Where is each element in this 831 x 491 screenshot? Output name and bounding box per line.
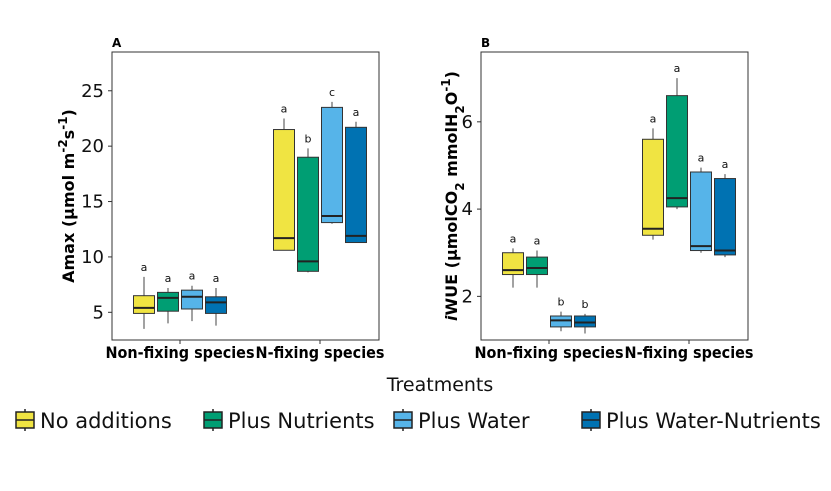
box-plus-water: c: [321, 86, 343, 224]
significance-letter: a: [189, 270, 196, 283]
significance-letter: b: [582, 298, 589, 311]
x-axis-title: Treatments: [386, 374, 494, 396]
panel-b-group-0: Non-fixing species: [474, 343, 623, 362]
box-plus-water-nutrients: a: [714, 158, 736, 258]
significance-letter: a: [534, 235, 541, 248]
legend-label: Plus Water-Nutrients: [606, 409, 821, 433]
box-plus-nutrients: b: [297, 132, 319, 273]
box-plus-water: a: [690, 152, 712, 253]
box-plus-water-nutrients: a: [205, 272, 227, 326]
panel-a-frame: [111, 51, 380, 341]
significance-letter: c: [329, 86, 335, 99]
box-plus-water-nutrients: b: [574, 298, 596, 334]
significance-letter: b: [558, 296, 565, 309]
significance-letter: a: [650, 112, 657, 125]
panel-a: A Amax (µmol m-2s-1) 5 10 15 20 25 a a a a a b ca …: [56, 36, 384, 362]
panel-a-label: A: [112, 36, 122, 50]
y-tick-label: 6: [462, 112, 473, 133]
box-no-additions: a: [133, 261, 155, 329]
y-tick-label: 15: [81, 192, 104, 213]
y-tick-label: 5: [93, 302, 104, 323]
significance-letter: a: [674, 62, 681, 75]
significance-letter: a: [353, 106, 360, 119]
box-no-additions: a: [642, 112, 664, 240]
panel-a-ylabel: Amax (µmol m-2s-1): [56, 109, 78, 283]
y-tick-label: 2: [462, 286, 473, 307]
y-tick-label: 20: [81, 136, 104, 157]
y-tick-label: 10: [81, 247, 104, 268]
significance-letter: a: [165, 272, 172, 285]
panel-b-label: B: [481, 36, 490, 50]
svg-text:Amax (µmol m-2s-1): Amax (µmol m-2s-1): [56, 109, 78, 283]
panel-a-group-0: Non-fixing species: [105, 343, 254, 362]
legend-label: Plus Nutrients: [228, 409, 375, 433]
box-plus-water-nutrients: a: [345, 106, 367, 244]
legend-item: No additions: [15, 409, 172, 433]
legend-item: Plus Water: [393, 409, 530, 433]
y-tick-label: 25: [81, 81, 104, 102]
significance-letter: a: [510, 232, 517, 245]
panel-b-y-ticks: 2 4 6: [462, 112, 690, 344]
box-plus-nutrients: a: [666, 62, 688, 210]
box-plus-water: a: [181, 270, 203, 322]
significance-letter: a: [281, 102, 288, 115]
legend: No additions Plus Nutrients Plus Water Plus…: [15, 409, 821, 433]
box-no-additions: a: [502, 232, 524, 288]
significance-letter: a: [722, 158, 729, 171]
legend-label: No additions: [40, 409, 172, 433]
box-no-additions: a: [273, 102, 295, 251]
y-tick-label: 4: [462, 199, 473, 220]
panel-a-ylabel-text: Amax (µmol m-2s-1): [56, 109, 78, 283]
panel-a-group-1: N-fixing species: [256, 343, 385, 362]
significance-letter: a: [698, 152, 705, 165]
panel-b: B iWUE (µmolCO2 mmolH2O-1) 2 4 6 a a b b a a aa …: [439, 36, 753, 362]
svg-text:iWUE (µmolCO2 mmolH2O-1): iWUE (µmolCO2 mmolH2O-1): [439, 71, 467, 321]
significance-letter: a: [213, 272, 220, 285]
panel-a-y-ticks: 5 10 15 20 25: [81, 81, 321, 344]
panel-a-boxes: a a a a a b c a: [133, 86, 367, 329]
panel-b-group-1: N-fixing species: [625, 343, 754, 362]
significance-letter: b: [305, 132, 312, 145]
legend-label: Plus Water: [418, 409, 530, 433]
panel-b-frame: [480, 51, 749, 341]
legend-item: Plus Water-Nutrients: [581, 409, 821, 433]
box-plus-water: b: [550, 296, 572, 332]
box-plus-nutrients: a: [526, 235, 548, 288]
panel-b-boxes: a a b b a a a a: [502, 62, 736, 334]
significance-letter: a: [141, 261, 148, 274]
box-plus-nutrients: a: [157, 272, 179, 324]
legend-item: Plus Nutrients: [203, 409, 375, 433]
panel-b-ylabel: iWUE (µmolCO2 mmolH2O-1): [439, 71, 467, 321]
